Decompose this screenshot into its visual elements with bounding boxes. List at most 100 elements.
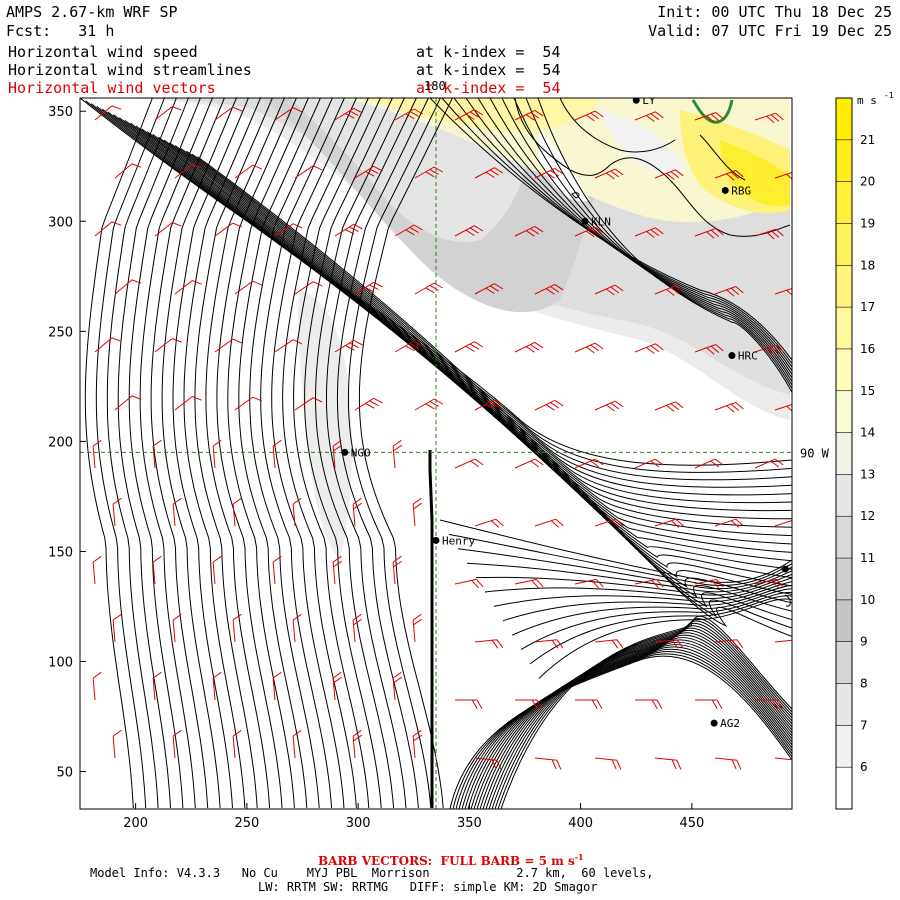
wind-barb [774,171,792,180]
wind-barb [454,578,484,589]
streamline [467,641,792,809]
colorbar-swatch [836,683,852,726]
streamline [491,623,792,809]
wind-barb [714,518,744,528]
wind-barb [412,497,422,527]
streamline [458,648,792,809]
streamline [453,98,792,368]
wind-barb [114,163,142,179]
wind-barb [534,757,562,770]
streamline [457,548,792,590]
wind-barb [174,280,202,295]
wind-barb [514,578,544,589]
wind-barb [654,757,682,770]
colorbar-swatch [836,390,852,434]
streamline [452,653,792,809]
colorbar-frame [835,97,853,810]
colorbar-swatch [836,599,852,643]
x-tick-label: 400 [568,816,593,831]
wind-barb [394,340,423,353]
meridian-label: 180 [424,79,446,93]
map-plot-area: LY RBG KLN HRC NGO Henry AG2 [80,98,792,809]
station-label-HRC: HRC [738,350,758,363]
streamline [194,98,273,809]
field-level-streamlines: at k-index = 54 [416,61,561,79]
streamline [347,98,441,809]
colorbar-unit-exponent: -1 [884,91,894,100]
streamline [470,639,792,809]
streamline [461,646,792,809]
wind-barb [212,671,222,701]
wind-barb [654,518,684,528]
streamline [488,625,792,809]
wind-barb [334,107,363,121]
wind-barb [234,280,263,295]
station-marker-AG2 [710,719,718,727]
colorbar-swatch [836,348,852,392]
streamline [493,581,792,607]
colorbar-swatch [836,641,852,685]
wind-barb [594,284,624,296]
wind-barb [594,518,624,528]
streamline [128,98,201,809]
colorbar-swatch [836,265,852,308]
streamline [497,618,792,809]
streamline [282,98,369,809]
wind-barb [92,671,102,701]
streamline [314,98,405,809]
wind-barb [152,439,162,469]
wind-barb [534,167,564,179]
wind-barb [334,339,363,353]
x-tick-label: 450 [679,816,704,831]
colorbar-label: 15 [860,384,875,398]
streamline [172,98,249,809]
x-tick-label: 300 [346,816,371,831]
wind-barb [114,279,142,295]
colorbar-swatch [836,767,852,810]
colorbar-label: 7 [860,718,868,732]
streamline [429,98,792,361]
colorbar-label: 19 [860,216,875,230]
wind-barb [394,108,423,121]
streamline [466,562,792,593]
streamline [501,98,792,382]
wind-barb [174,396,202,411]
streamline [513,98,792,386]
wind-barbs [92,105,792,770]
wind-barb [694,112,724,123]
wind-barb [274,107,303,121]
wind-barb [94,105,122,121]
valid-time: Valid: 07 UTC Fri 19 Dec 25 [648,22,892,40]
wind-speed-shading [80,98,790,560]
wind-barb [474,757,502,770]
wind-barb [714,286,744,297]
station-marker-RBG [721,186,729,194]
wind-barb [594,757,622,770]
wind-barb [774,519,792,527]
wind-barb [474,399,504,411]
colorbar-label: 6 [860,760,868,774]
wind-barb [694,344,724,355]
thick-streamline [428,450,434,808]
streamline [117,98,189,809]
field-level-vectors: at k-index = 54 [416,79,561,97]
colorbar-swatch [836,181,852,224]
streamline [183,98,261,809]
station-marker-edge [781,565,789,573]
stations: LY RBG KLN HRC NGO Henry AG2 [341,98,789,730]
colorbar-label: 10 [860,593,875,607]
wind-barb [474,283,504,295]
wind-barb [214,106,243,121]
wind-barb [352,497,362,527]
streamline [238,98,321,809]
station-label-NGO: NGO [351,446,371,459]
station-marker-KLN [581,217,589,225]
wind-barb [392,555,402,585]
wind-barb [454,225,484,237]
wind-barb [414,282,443,295]
streamline [293,98,381,809]
wind-barb [152,555,162,585]
streamline [500,615,792,809]
colorbar-swatch [836,98,852,141]
wind-barb [172,497,182,527]
